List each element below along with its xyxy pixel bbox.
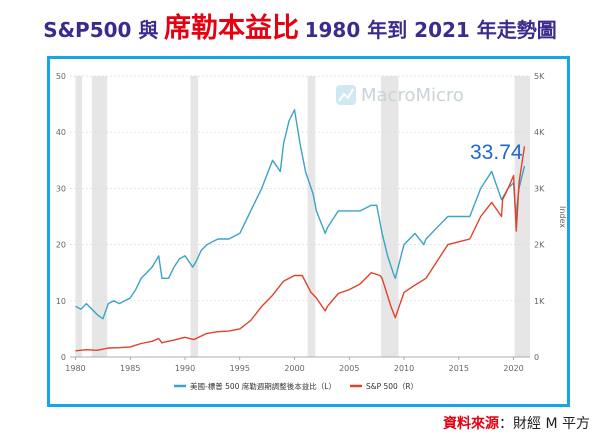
latest-value-callout: 33.74 <box>470 141 523 164</box>
x-tick-label: 2000 <box>284 364 304 373</box>
cape-series-line <box>75 109 526 320</box>
x-tick-label: 2015 <box>449 364 469 373</box>
legend-label-sp500: S&P 500（R） <box>366 382 418 391</box>
x-tick-label: 2020 <box>503 364 523 373</box>
recession-band-1 <box>91 76 108 357</box>
recession-band-2 <box>190 76 199 357</box>
left-tick-label: 40 <box>56 128 66 137</box>
left-tick-label: 0 <box>61 353 66 362</box>
left-tick-label: 20 <box>56 241 66 250</box>
recession-band-5 <box>514 76 530 357</box>
title-highlight: 席勒本益比 <box>164 13 299 44</box>
recession-band-0 <box>75 76 83 357</box>
x-tick-label: 1995 <box>230 364 250 373</box>
title-suffix: 1980 年到 2021 年走勢圖 <box>304 18 557 42</box>
title-prefix: S&P500 與 <box>43 18 159 42</box>
sp500-series-line <box>75 146 526 352</box>
source-note: 資料來源：財經 M 平方 <box>443 413 590 433</box>
right-tick-label: 5K <box>534 72 545 81</box>
legend-label-cape: 美國-標普 500 席勒週期調整後本益比（L） <box>190 381 336 391</box>
watermark-icon-mark <box>338 88 354 102</box>
x-tick-label: 2005 <box>339 364 359 373</box>
right-tick-label: 0 <box>534 353 539 362</box>
x-tick-label: 1985 <box>120 364 140 373</box>
left-tick-label: 50 <box>56 72 66 81</box>
left-tick-label: 10 <box>56 297 66 306</box>
right-tick-label: 2K <box>534 241 545 250</box>
x-tick-label: 2010 <box>394 364 414 373</box>
chart-title: S&P500 與 席勒本益比 1980 年到 2021 年走勢圖 <box>0 6 600 45</box>
right-tick-label: 1K <box>534 297 545 306</box>
right-tick-label: 3K <box>534 184 545 193</box>
x-tick-label: 1980 <box>65 364 85 373</box>
right-axis-title: Index <box>558 206 567 228</box>
watermark-text: MacroMicro <box>361 85 464 106</box>
right-tick-label: 4K <box>534 128 545 137</box>
recession-band-3 <box>307 76 316 357</box>
source-value: ：財經 M 平方 <box>499 416 590 432</box>
x-tick-label: 1990 <box>175 364 195 373</box>
chart-canvas: 0 0 10 1K 20 2K 30 3K 40 4K 50 5K 1980 1985 1990 1995 20… <box>56 72 567 391</box>
left-tick-label: 30 <box>56 184 66 193</box>
source-label: 資料來源 <box>443 416 500 432</box>
